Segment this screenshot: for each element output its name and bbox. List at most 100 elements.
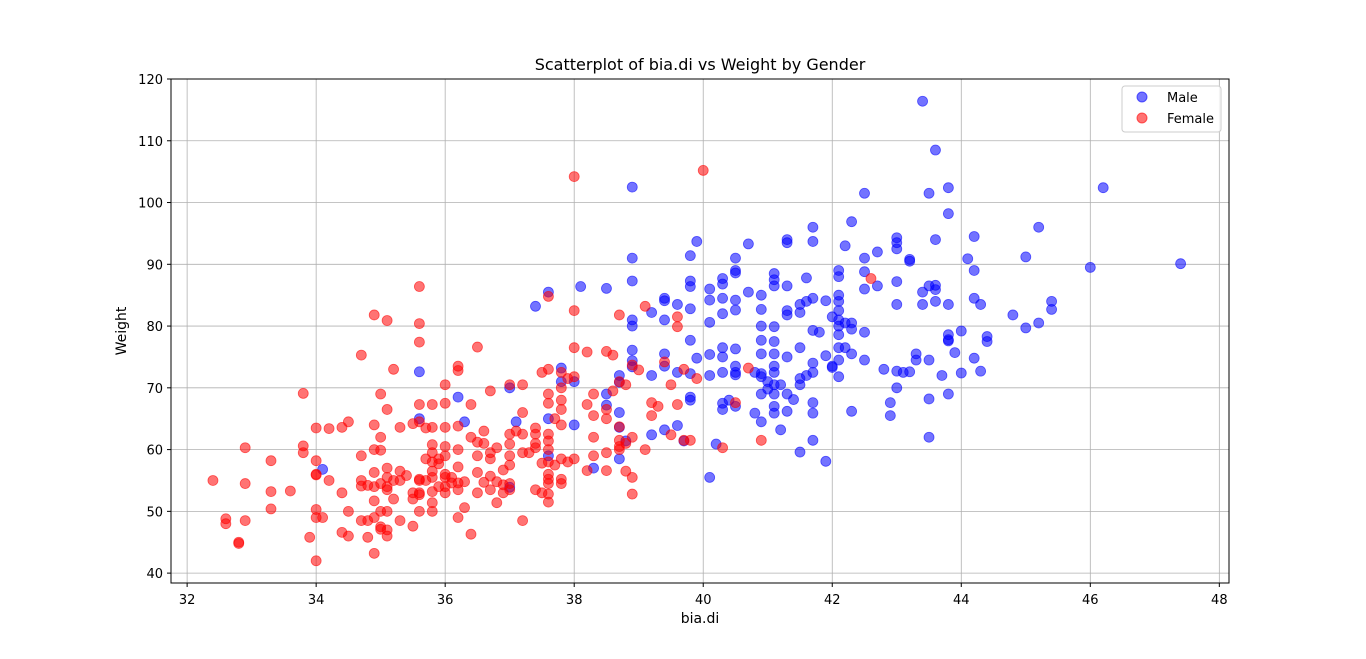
data-point-female	[368, 467, 380, 478]
data-point-female	[388, 493, 399, 505]
data-point-male	[923, 187, 935, 199]
data-point-female	[517, 407, 528, 418]
data-point-male	[923, 431, 935, 443]
data-point-male	[923, 393, 935, 405]
data-point-male	[730, 294, 741, 306]
data-point-male	[807, 407, 819, 419]
data-point-male	[807, 366, 819, 378]
data-point-female	[439, 487, 451, 499]
data-point-male	[968, 265, 980, 276]
data-point-female	[678, 363, 690, 375]
data-point-male	[859, 266, 870, 278]
data-point-female	[233, 538, 245, 549]
data-point-male	[872, 280, 883, 292]
data-point-male	[730, 252, 741, 264]
data-point-male	[794, 307, 806, 318]
data-point-female	[472, 487, 483, 499]
data-point-female	[588, 410, 599, 422]
data-point-male	[781, 280, 793, 292]
data-point-male	[684, 281, 696, 292]
data-point-male	[807, 434, 819, 446]
data-point-male	[872, 246, 883, 258]
data-point-female	[465, 528, 477, 540]
x-tick-label: 38	[566, 593, 583, 608]
data-point-female	[730, 397, 741, 409]
data-point-female	[484, 385, 496, 397]
data-point-female	[755, 434, 767, 446]
data-point-female	[439, 397, 451, 409]
data-point-male	[910, 354, 922, 366]
data-point-female	[607, 349, 619, 361]
data-point-male	[775, 424, 787, 436]
data-point-male	[859, 326, 870, 338]
data-point-female	[672, 311, 683, 323]
data-point-male	[859, 283, 870, 295]
data-point-female	[310, 422, 322, 434]
data-point-male	[672, 299, 683, 310]
data-point-female	[568, 342, 580, 354]
y-tick-label: 120	[138, 73, 163, 88]
data-point-male	[775, 379, 787, 391]
data-point-female	[568, 453, 580, 465]
data-point-male	[730, 304, 741, 316]
data-point-female	[491, 497, 503, 509]
data-point-male	[755, 303, 767, 315]
data-point-male	[755, 289, 767, 301]
data-point-male	[955, 325, 967, 337]
data-point-female	[362, 531, 374, 543]
data-point-female	[323, 475, 335, 486]
data-point-female	[530, 442, 541, 454]
data-point-female	[691, 373, 703, 384]
data-point-female	[401, 470, 412, 481]
data-point-female	[588, 431, 599, 443]
data-point-male	[730, 267, 741, 279]
data-point-male	[942, 388, 954, 400]
data-point-female	[684, 434, 696, 446]
data-point-female	[381, 315, 393, 326]
data-point-female	[381, 505, 393, 517]
data-point-female	[452, 484, 464, 496]
data-point-male	[768, 280, 780, 292]
data-point-male	[749, 407, 761, 419]
data-point-female	[620, 379, 632, 391]
data-point-female	[504, 438, 516, 450]
data-point-female	[542, 291, 554, 302]
data-point-male	[601, 282, 612, 294]
data-point-female	[555, 394, 567, 406]
data-point-male	[904, 366, 916, 378]
data-point-male	[717, 366, 728, 378]
data-point-female	[601, 465, 612, 476]
data-point-female	[265, 503, 277, 515]
data-point-female	[542, 496, 554, 508]
data-point-male	[794, 342, 806, 354]
x-tick-label: 36	[437, 593, 454, 608]
data-point-female	[220, 518, 232, 530]
data-point-male	[613, 407, 625, 418]
data-point-male	[807, 357, 819, 369]
data-point-male	[1046, 303, 1057, 315]
data-point-female	[375, 388, 387, 400]
data-point-male	[846, 216, 858, 228]
data-point-female	[472, 467, 483, 478]
data-point-female	[504, 450, 516, 462]
data-point-male	[942, 299, 954, 310]
data-point-male	[452, 391, 464, 403]
data-point-male	[717, 308, 728, 320]
data-point-female	[639, 444, 651, 455]
data-point-female	[626, 431, 638, 443]
data-point-female	[439, 441, 451, 452]
data-point-male	[930, 234, 941, 245]
data-point-male	[930, 284, 941, 296]
data-point-male	[568, 419, 580, 431]
data-point-male	[859, 354, 870, 366]
data-point-male	[755, 334, 767, 346]
legend: Male Female	[1121, 85, 1222, 133]
data-point-male	[742, 238, 754, 250]
data-point-male	[768, 336, 780, 347]
data-point-female	[478, 425, 490, 437]
data-point-male	[891, 276, 903, 287]
legend-marker-male	[1136, 91, 1148, 103]
data-point-male	[807, 292, 819, 304]
data-point-male	[704, 370, 716, 381]
data-point-female	[381, 484, 393, 496]
